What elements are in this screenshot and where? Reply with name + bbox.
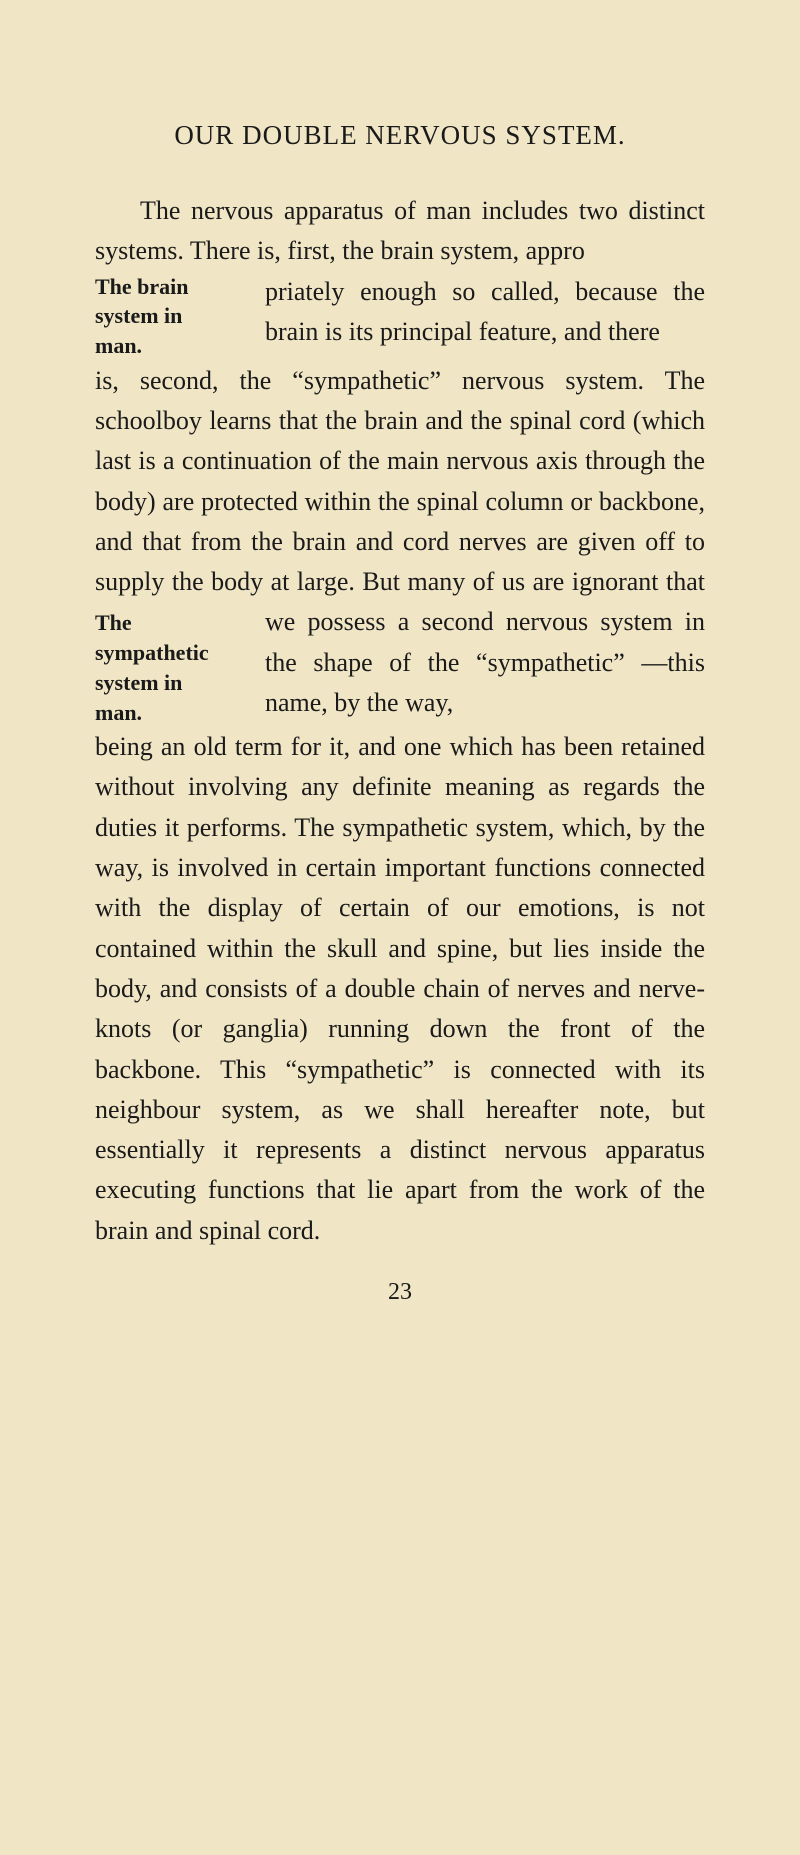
margin-note-sympathetic-system: The sympathetic system in man.	[95, 608, 265, 727]
margin-note-line: system in	[95, 303, 182, 328]
para-text: priately enough so called, because the b…	[265, 277, 705, 346]
page-number: 23	[95, 1279, 705, 1306]
margin-note-line: man.	[95, 333, 142, 358]
margin-note-line: man.	[95, 700, 142, 725]
margin-note-line: sympathetic	[95, 640, 209, 665]
margin-note-line: system in	[95, 670, 182, 695]
body-content: The nervous apparatus of man includes tw…	[95, 191, 705, 1251]
para-text: is, second, the “sympathetic” nervous sy…	[95, 366, 705, 596]
para-text: being an old term for it, and one which …	[95, 732, 705, 1245]
margin-note-line: The brain	[95, 274, 189, 299]
page-title: OUR DOUBLE NERVOUS SYSTEM.	[95, 120, 705, 151]
margin-note-line: The	[95, 610, 132, 635]
para-text: The nervous apparatus of man includes tw…	[95, 191, 705, 272]
margin-note-brain-system: The brain system in man.	[95, 272, 265, 361]
